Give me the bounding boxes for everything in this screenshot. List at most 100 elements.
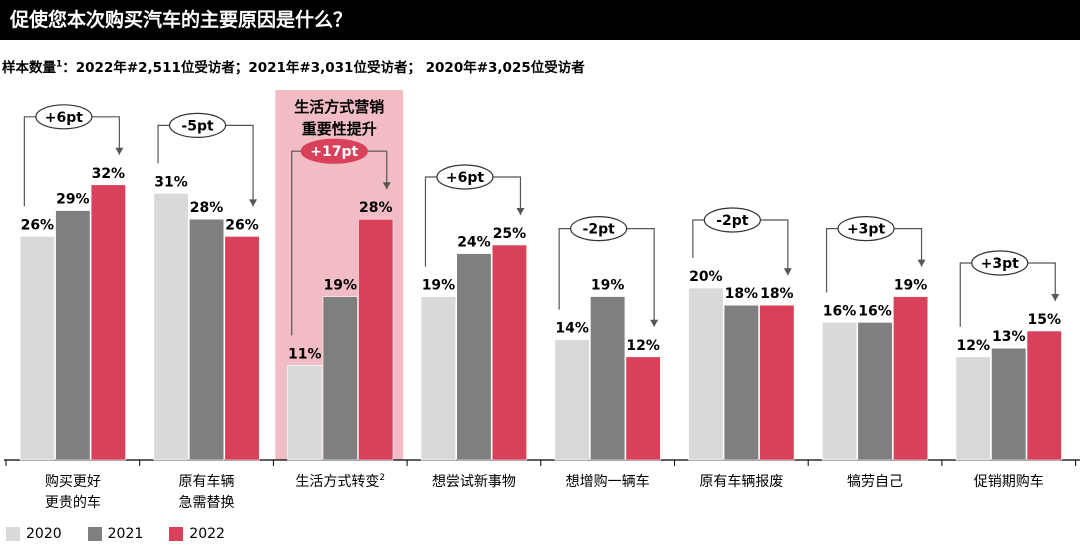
change-badge [35, 104, 93, 130]
data-label: 19% [894, 278, 928, 294]
category-label: 购买更好 [45, 474, 101, 490]
data-label: 24% [457, 235, 491, 251]
data-label: 28% [190, 200, 224, 216]
change-label: +17pt [310, 144, 358, 160]
bar-2021 [991, 347, 1027, 461]
data-label: 29% [56, 192, 90, 208]
bar-2022 [625, 356, 661, 461]
legend-swatch-2020 [6, 527, 20, 541]
bar-2020 [287, 365, 323, 461]
change-badge [971, 250, 1029, 276]
change-arrowhead [115, 147, 124, 155]
bar-2021 [189, 218, 225, 461]
data-label: 18% [760, 286, 794, 302]
sample-size-note: 样本数量1：2022年#2,511位受访者；2021年#3,031位受访者； 2… [2, 56, 585, 77]
change-badge [837, 216, 895, 242]
legend: 2020 2021 2022 [6, 524, 251, 544]
data-label: 15% [1027, 312, 1061, 328]
bar-2020 [420, 296, 457, 461]
highlight-label: 生活方式营销 [294, 98, 384, 116]
data-label: 32% [92, 166, 126, 182]
change-badge [168, 112, 227, 139]
category-label: 想尝试新事物 [432, 474, 516, 490]
data-label: 31% [154, 174, 188, 190]
sample-note-text: ：2022年#2,511位受访者；2021年#3,031位受访者； 2020年#… [62, 60, 585, 76]
bar-2022 [90, 184, 126, 461]
category-footnote: 2 [379, 473, 385, 483]
bar-2020 [821, 322, 858, 461]
category-label: 生活方式转变2 [295, 473, 385, 490]
legend-item-2022: 2022 [169, 526, 225, 542]
legend-item-2021: 2021 [87, 526, 144, 542]
change-label: +3pt [847, 222, 885, 238]
change-badge [436, 164, 494, 190]
category-label: 想增购一辆车 [566, 473, 650, 490]
data-label: 18% [725, 286, 759, 302]
legend-label-2022: 2022 [189, 526, 225, 542]
bar-2020 [153, 193, 189, 461]
legend-swatch-2022 [169, 527, 184, 541]
change-label: -5pt [181, 118, 214, 134]
change-arrowhead [650, 319, 659, 327]
category-label: 犒劳自己 [847, 474, 903, 490]
bar-2021 [322, 296, 358, 461]
data-label: 16% [858, 303, 892, 319]
change-arrowhead [783, 268, 792, 276]
bar-2021 [55, 210, 91, 461]
data-label: 20% [689, 269, 723, 285]
data-label: 19% [591, 278, 625, 294]
change-badge [300, 138, 368, 164]
change-badge [703, 207, 761, 233]
change-label: +6pt [45, 110, 83, 126]
category-label: 更贵的车 [45, 494, 101, 511]
data-label: 19% [422, 278, 456, 294]
change-badge [570, 216, 628, 242]
highlight-label: 重要性提升 [302, 120, 377, 138]
bar-2020 [955, 356, 991, 461]
sample-note-footnote: 1 [56, 59, 63, 70]
bar-2021 [723, 304, 759, 461]
bar-2022 [358, 218, 394, 461]
bar-2020 [554, 339, 590, 461]
legend-swatch-2021 [87, 527, 102, 541]
legend-label-2020: 2020 [26, 526, 62, 542]
change-label: -2pt [716, 213, 749, 229]
data-label: 12% [956, 338, 990, 354]
bar-2021 [456, 253, 492, 461]
change-label: +6pt [446, 170, 484, 186]
data-label: 13% [992, 329, 1026, 345]
data-label: 16% [823, 303, 857, 319]
legend-label-2021: 2021 [107, 526, 144, 542]
data-label: 19% [323, 278, 357, 294]
category-label: 急需替换 [179, 494, 235, 511]
bar-chart: 生活方式营销重要性提升26%29%32%购买更好更贵的车+6pt31%28%26… [4, 90, 1080, 511]
change-arrowhead [249, 199, 258, 207]
data-label: 14% [555, 321, 589, 337]
change-arrowhead [917, 259, 926, 267]
change-label: +3pt [981, 256, 1019, 272]
bar-2022 [1026, 330, 1062, 461]
data-label: 26% [225, 217, 259, 233]
bar-2020 [19, 236, 55, 461]
category-label: 原有车辆 [179, 473, 235, 490]
legend-item-2020: 2020 [6, 526, 62, 542]
change-label: -2pt [583, 222, 616, 238]
data-label: 26% [21, 217, 55, 233]
bar-2022 [892, 296, 929, 461]
category-label: 原有车辆报废 [699, 473, 783, 490]
sample-note-prefix: 样本数量 [2, 60, 56, 76]
data-label: 12% [626, 338, 660, 354]
data-label: 28% [359, 200, 393, 216]
bar-2021 [590, 296, 626, 461]
data-label: 25% [493, 226, 527, 242]
bar-2021 [857, 322, 893, 461]
data-label: 11% [288, 346, 322, 362]
category-label: 促销期购车 [974, 473, 1044, 490]
change-arrowhead [1051, 294, 1060, 301]
bar-2022 [491, 244, 528, 461]
bar-2022 [759, 304, 795, 461]
bar-2022 [224, 236, 260, 461]
bar-2020 [688, 287, 724, 461]
change-arrowhead [382, 182, 391, 190]
chart-title: 促使您本次购买汽车的主要原因是什么？ [0, 0, 1080, 40]
